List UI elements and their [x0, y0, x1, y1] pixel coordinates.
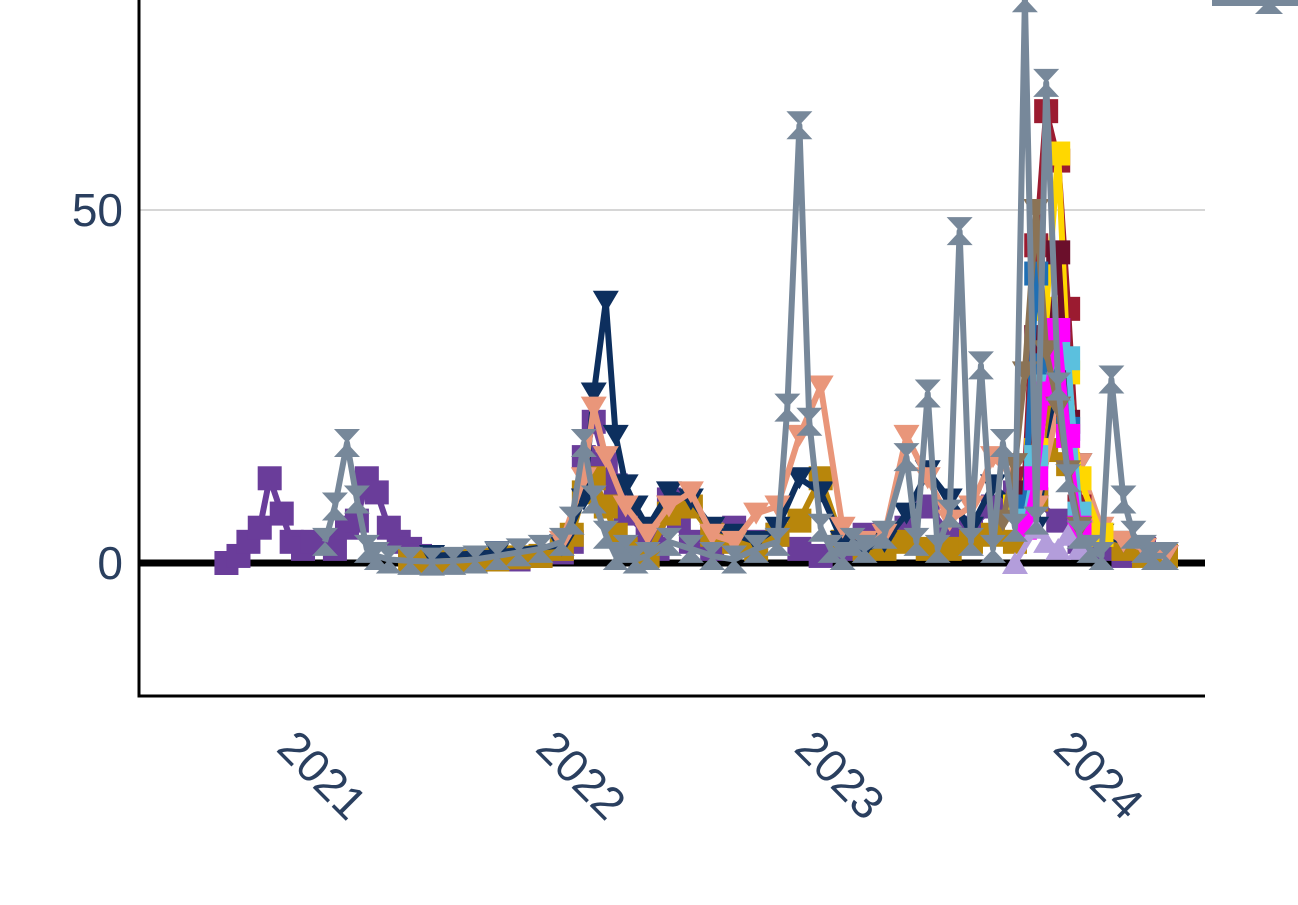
series-3-point-5 — [634, 523, 661, 546]
series-12-point-14 — [548, 527, 575, 556]
series-2-point-7 — [612, 474, 639, 497]
series-2-point-16 — [786, 467, 813, 490]
series-12-point-53 — [1055, 464, 1082, 493]
series-2-point-5 — [592, 290, 619, 313]
series-12-point-4 — [353, 534, 380, 563]
series-3-point-2 — [580, 396, 607, 419]
series-12 — [312, 0, 1179, 576]
legend-marker — [1255, 0, 1283, 14]
y-axis-ticks: 0 50 — [72, 184, 123, 589]
series-10-point-3 — [1045, 537, 1072, 560]
series-12-point-12 — [505, 538, 532, 567]
series-12-point-19 — [602, 541, 629, 570]
series-3-point-6 — [655, 495, 682, 518]
series-3-point-9 — [721, 530, 748, 553]
series-12-point-39 — [903, 527, 930, 556]
series-12-point-24 — [677, 534, 704, 563]
series-12-point-49 — [1011, 0, 1038, 13]
x-tick-label-2024: 2024 — [1044, 720, 1153, 829]
series-12-point-47 — [989, 428, 1016, 457]
series-12-point-32 — [807, 513, 834, 542]
series-12-point-52 — [1045, 372, 1072, 401]
series-12-point-20 — [612, 534, 639, 563]
series-3-point-4 — [612, 495, 639, 518]
series-12-point-3 — [343, 485, 370, 514]
series-12-point-37 — [871, 520, 898, 549]
series-0-point-3 — [247, 515, 272, 540]
series-12-point-60 — [1131, 534, 1158, 563]
series-12-point-36 — [851, 534, 878, 563]
series-12-point-45 — [967, 351, 994, 380]
series-3-point-13 — [807, 375, 834, 398]
series-12-point-51 — [1033, 68, 1060, 97]
series-12-point-0 — [312, 527, 338, 556]
series-12-point-1 — [321, 492, 348, 521]
series-3-point-8 — [699, 523, 726, 546]
series-3-point-14 — [829, 516, 856, 539]
series-12-point-58 — [1110, 485, 1137, 514]
series-12-point-46 — [979, 534, 1006, 563]
series-12-point-38 — [893, 443, 920, 472]
series-12-point-28 — [764, 527, 791, 556]
series-12-point-18 — [592, 520, 619, 549]
series-3-point-17 — [893, 424, 920, 447]
x-tick-label-2023: 2023 — [786, 720, 895, 829]
series-0-point-42 — [787, 536, 812, 561]
series-12-point-56 — [1088, 541, 1115, 570]
series-12-point-29 — [774, 393, 801, 422]
series-12-point-17 — [580, 485, 607, 514]
series-12-point-48 — [1001, 513, 1028, 542]
series-3-point-3 — [592, 446, 619, 469]
series-12-point-13 — [527, 534, 554, 563]
series-1-point-21 — [787, 508, 812, 533]
series-3-point-7 — [677, 481, 704, 504]
series-12-point-16 — [570, 428, 597, 457]
series-12-point-35 — [839, 527, 866, 556]
series-0-point-14 — [364, 480, 389, 505]
series-12-point-33 — [817, 534, 844, 563]
series-12-point-23 — [655, 527, 682, 556]
series-12-point-8 — [419, 547, 446, 576]
series-12-point-9 — [440, 546, 467, 575]
series-2-point-4 — [580, 382, 607, 405]
series-12-point-27 — [743, 534, 770, 563]
series-12-point-57 — [1098, 365, 1125, 394]
series-12-point-2 — [333, 428, 360, 457]
y-tick-label-50: 50 — [72, 184, 123, 236]
series-12-point-55 — [1076, 534, 1103, 563]
series-12-point-6 — [375, 545, 402, 574]
series-2-point-10 — [655, 481, 682, 504]
series-12-point-22 — [634, 541, 661, 570]
series-12-point-7 — [397, 546, 424, 575]
series-12-point-43 — [946, 217, 973, 246]
series-12-point-62 — [1152, 541, 1179, 570]
series-0-point-4 — [257, 466, 282, 491]
series-12-line — [322, 0, 1166, 565]
series-12-point-30 — [786, 111, 813, 140]
series-12-point-42 — [936, 499, 963, 528]
series-2-point-6 — [602, 424, 629, 447]
y-tick-label-0: 0 — [97, 537, 123, 589]
series-12-point-25 — [699, 541, 726, 570]
plot-area — [214, 0, 1179, 576]
x-tick-label-2022: 2022 — [527, 720, 636, 829]
series-10-point-0 — [1001, 552, 1028, 574]
series-12-point-50 — [1023, 506, 1050, 535]
series-12-point-11 — [484, 541, 511, 570]
series-12-point-41 — [924, 534, 951, 563]
series-0-point-5 — [269, 501, 294, 526]
series-12-point-40 — [914, 379, 941, 408]
series-12-point-15 — [558, 506, 585, 535]
x-tick-label-2021: 2021 — [268, 720, 377, 829]
series-12-point-10 — [462, 545, 489, 574]
series-3-point-10 — [743, 502, 770, 525]
series-3-point-27 — [1110, 530, 1137, 553]
series-12-point-31 — [796, 407, 823, 436]
axes — [137, 0, 1205, 698]
series-12-point-26 — [721, 545, 748, 574]
x-axis-ticks: 2021 2022 2023 2024 — [268, 720, 1154, 829]
series-12-point-44 — [957, 527, 984, 556]
legend — [1212, 0, 1298, 14]
